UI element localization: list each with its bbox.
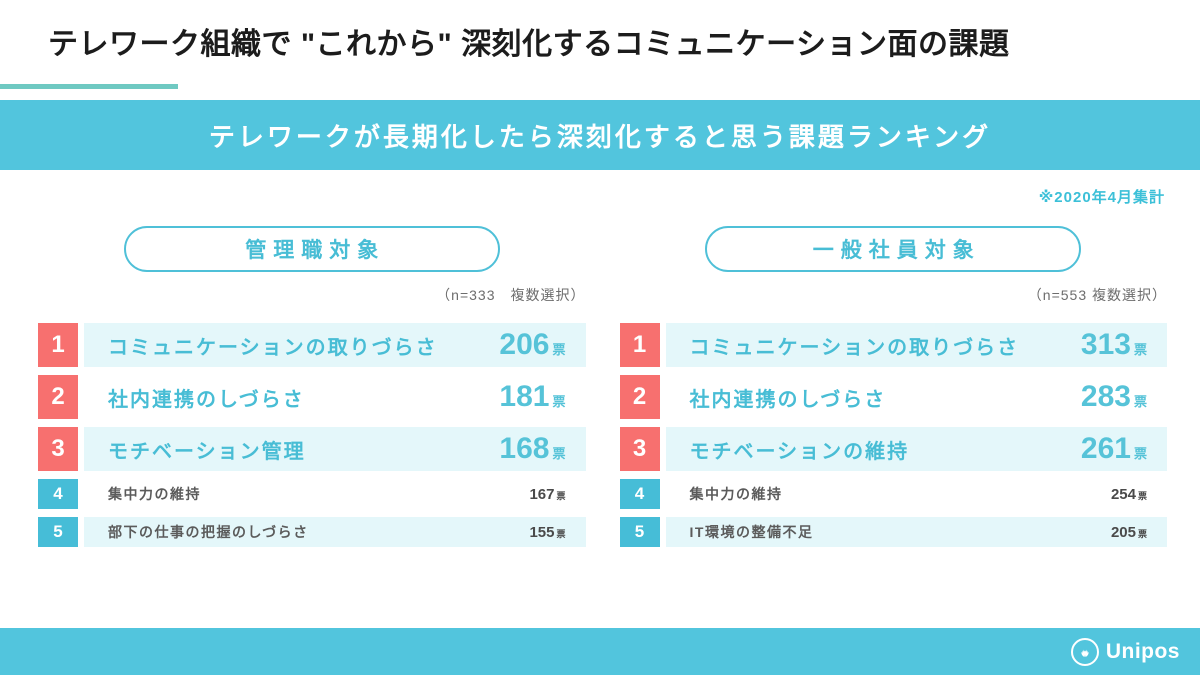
ranking-row: 2 社内連携のしづらさ 283 票 bbox=[619, 375, 1167, 419]
ranking-row: 2 社内連携のしづらさ 181 票 bbox=[38, 375, 586, 419]
votes-value: 313 bbox=[1080, 328, 1131, 361]
row-label: モチベーションの維持 bbox=[689, 440, 910, 463]
rank-badge: 2 bbox=[38, 375, 78, 419]
row-label: 社内連携のしづらさ bbox=[689, 388, 887, 411]
votes-value: 181 bbox=[499, 380, 550, 413]
votes-unit: 票 bbox=[1133, 446, 1147, 461]
row-votes: 181 票 bbox=[499, 380, 565, 414]
logo-wordmark: Unipos bbox=[1105, 639, 1180, 663]
row-label: コミュニケーションの取りづらさ bbox=[689, 336, 1020, 359]
ranking-row: 1 コミュニケーションの取りづらさ 206 票 bbox=[38, 323, 586, 367]
row-votes: 167 票 bbox=[529, 486, 565, 503]
ranking-row: 3 モチベーションの維持 261 票 bbox=[619, 427, 1167, 471]
rank-badge: 1 bbox=[619, 323, 660, 367]
row-body: 社内連携のしづらさ 283 票 bbox=[665, 375, 1167, 419]
ranking-row: 4 集中力の維持 254 票 bbox=[619, 479, 1167, 509]
row-votes: 261 票 bbox=[1081, 432, 1147, 466]
page-title: テレワーク組織で "これから" 深刻化するコミュニケーション面の課題 bbox=[48, 28, 1010, 61]
rank-badge: 4 bbox=[619, 479, 660, 509]
rank-badge: 5 bbox=[38, 517, 78, 547]
row-label: 社内連携のしづらさ bbox=[108, 388, 305, 411]
ranking-banner: テレワークが長期化したら深刻化すると思う課題ランキング bbox=[0, 100, 1200, 170]
votes-unit: 票 bbox=[1137, 490, 1147, 501]
rank-badge: 5 bbox=[619, 517, 660, 547]
sample-note: （n=553 複数選択） bbox=[1027, 287, 1167, 303]
rank-badge: 4 bbox=[38, 479, 78, 509]
footer-bar: Unipos bbox=[0, 628, 1200, 675]
row-body: 部下の仕事の把握のしづらさ 155 票 bbox=[84, 517, 586, 547]
sample-note: （n=333 複数選択） bbox=[436, 287, 586, 303]
votes-value: 206 bbox=[499, 328, 550, 361]
row-votes: 155 票 bbox=[529, 524, 565, 541]
hands-icon bbox=[1070, 637, 1099, 666]
row-votes: 205 票 bbox=[1111, 524, 1147, 541]
ranking-row: 1 コミュニケーションの取りづらさ 313 票 bbox=[619, 323, 1167, 367]
banner-title: テレワークが長期化したら深刻化すると思う課題ランキング bbox=[208, 121, 992, 152]
ranking-rows: 1 コミュニケーションの取りづらさ 206 票 2 社内連携のしづらさ 181 票 … bbox=[38, 323, 586, 547]
row-body: IT環境の整備不足 205 票 bbox=[665, 517, 1167, 547]
row-votes: 168 票 bbox=[499, 432, 565, 466]
audience-label: 管理職対象 bbox=[245, 239, 386, 262]
rank-badge: 3 bbox=[619, 427, 660, 471]
votes-value: 283 bbox=[1080, 380, 1131, 413]
ranking-columns: 管理職対象 （n=333 複数選択） 1 コミュニケーションの取りづらさ 206… bbox=[0, 226, 1200, 547]
unipos-logo: Unipos bbox=[1070, 637, 1180, 666]
rank-badge: 1 bbox=[38, 323, 78, 367]
votes-unit: 票 bbox=[1133, 342, 1147, 357]
row-body: コミュニケーションの取りづらさ 206 票 bbox=[84, 323, 586, 367]
rank-badge: 3 bbox=[38, 427, 78, 471]
audience-pill: 管理職対象 bbox=[123, 226, 500, 272]
ranking-rows: 1 コミュニケーションの取りづらさ 313 票 2 社内連携のしづらさ 283 票 … bbox=[619, 323, 1167, 547]
votes-value: 168 bbox=[499, 432, 550, 465]
audience-label: 一般社員対象 bbox=[812, 239, 981, 262]
row-votes: 254 票 bbox=[1111, 486, 1147, 503]
row-label: 部下の仕事の把握のしづらさ bbox=[108, 524, 309, 540]
votes-unit: 票 bbox=[552, 394, 566, 409]
votes-unit: 票 bbox=[1133, 394, 1147, 409]
audience-pill: 一般社員対象 bbox=[705, 226, 1082, 272]
title-accent-underline bbox=[0, 84, 178, 89]
row-votes: 283 票 bbox=[1081, 380, 1147, 414]
votes-unit: 票 bbox=[552, 342, 566, 357]
row-label: 集中力の維持 bbox=[689, 486, 783, 502]
votes-value: 261 bbox=[1080, 432, 1131, 465]
row-body: コミュニケーションの取りづらさ 313 票 bbox=[665, 323, 1167, 367]
row-label: コミュニケーションの取りづらさ bbox=[108, 336, 438, 359]
row-label: モチベーション管理 bbox=[108, 440, 306, 463]
ranking-row: 4 集中力の維持 167 票 bbox=[38, 479, 586, 509]
header: テレワーク組織で "これから" 深刻化するコミュニケーション面の課題 bbox=[0, 0, 1200, 100]
row-body: モチベーションの維持 261 票 bbox=[665, 427, 1167, 471]
votes-value: 155 bbox=[529, 523, 555, 541]
row-body: 集中力の維持 254 票 bbox=[665, 479, 1167, 509]
ranking-row: 3 モチベーション管理 168 票 bbox=[38, 427, 586, 471]
votes-value: 205 bbox=[1110, 523, 1136, 541]
ranking-column: 管理職対象 （n=333 複数選択） 1 コミュニケーションの取りづらさ 206… bbox=[38, 226, 586, 547]
tally-note: ※2020年4月集計 bbox=[1038, 189, 1165, 206]
row-body: 社内連携のしづらさ 181 票 bbox=[84, 375, 586, 419]
row-label: IT環境の整備不足 bbox=[689, 524, 814, 540]
votes-unit: 票 bbox=[552, 446, 566, 461]
votes-value: 167 bbox=[529, 485, 555, 503]
votes-value: 254 bbox=[1110, 485, 1136, 503]
votes-unit: 票 bbox=[556, 528, 566, 539]
rank-badge: 2 bbox=[619, 375, 660, 419]
row-votes: 313 票 bbox=[1081, 328, 1147, 362]
row-body: モチベーション管理 168 票 bbox=[84, 427, 586, 471]
ranking-row: 5 IT環境の整備不足 205 票 bbox=[619, 517, 1167, 547]
votes-unit: 票 bbox=[1137, 528, 1147, 539]
ranking-column: 一般社員対象 （n=553 複数選択） 1 コミュニケーションの取りづらさ 31… bbox=[619, 226, 1167, 547]
votes-unit: 票 bbox=[556, 490, 566, 501]
ranking-row: 5 部下の仕事の把握のしづらさ 155 票 bbox=[38, 517, 586, 547]
row-body: 集中力の維持 167 票 bbox=[84, 479, 586, 509]
row-label: 集中力の維持 bbox=[108, 486, 201, 502]
row-votes: 206 票 bbox=[499, 328, 565, 362]
